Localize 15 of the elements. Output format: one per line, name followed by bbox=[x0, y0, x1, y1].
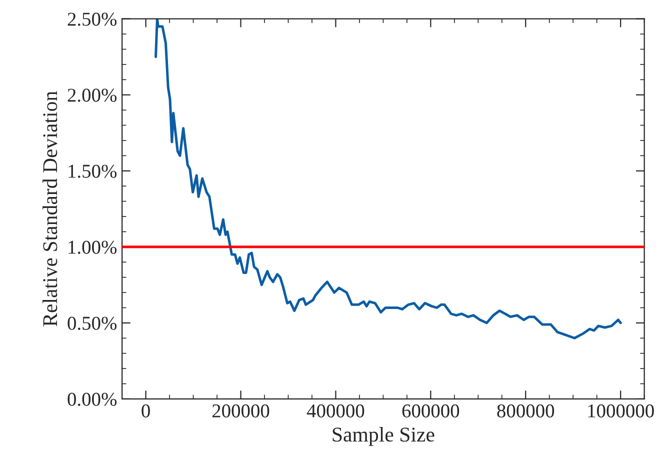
x-tick-label: 800000 bbox=[497, 404, 554, 418]
y-tick-label: 1.00% bbox=[68, 240, 117, 254]
y-tick-label: 2.50% bbox=[68, 12, 117, 26]
line-series bbox=[154, 18, 622, 340]
y-tick-label: 0.50% bbox=[68, 316, 117, 330]
y-tick-label: 0.00% bbox=[68, 392, 117, 406]
x-tick-label: 1000000 bbox=[588, 404, 654, 418]
y-tick-label: 1.50% bbox=[68, 164, 117, 178]
y-axis-title: Relative Standard Deviation bbox=[42, 91, 58, 326]
x-tick-label: 400000 bbox=[306, 404, 364, 418]
x-tick-label: 0 bbox=[142, 404, 150, 418]
x-tick-label: 200000 bbox=[212, 404, 270, 418]
y-tick-label: 2.00% bbox=[68, 88, 117, 102]
x-axis-title: Sample Size bbox=[332, 426, 434, 446]
x-tick-label: 600000 bbox=[402, 404, 460, 418]
